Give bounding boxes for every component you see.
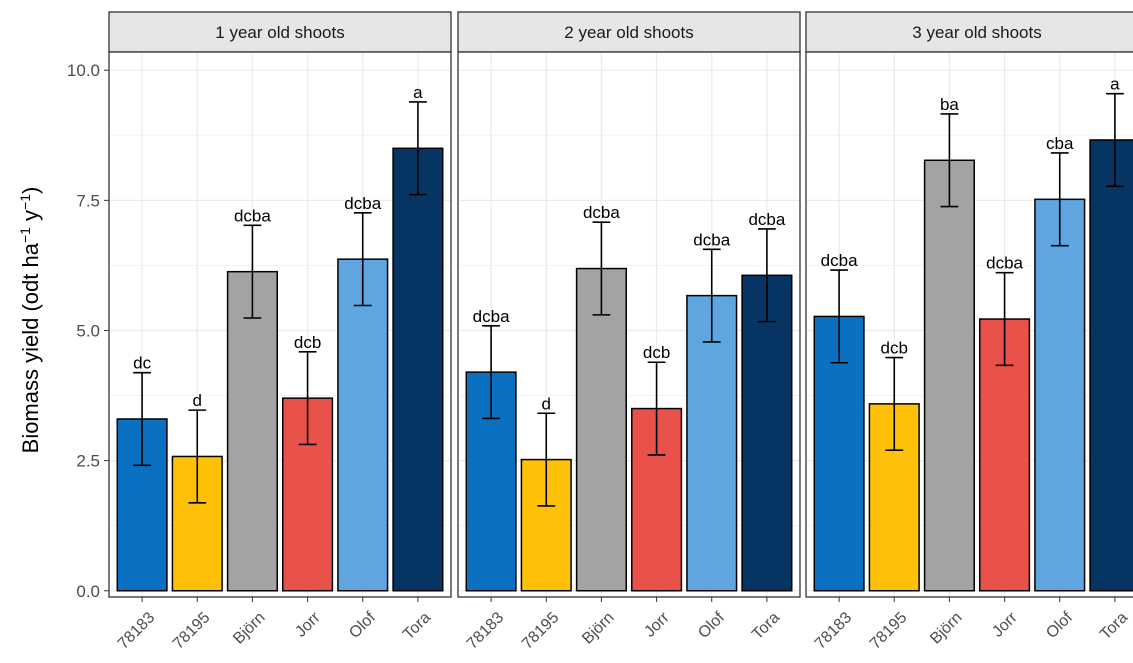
panel-border xyxy=(108,51,452,598)
x-tick-label: Olof xyxy=(1043,609,1076,642)
significance-letter: dcba xyxy=(748,210,785,229)
x-tick-label: 78183 xyxy=(115,609,159,653)
panel-border xyxy=(805,51,1133,598)
y-tick-label: 10.0 xyxy=(67,61,100,80)
significance-letter: d xyxy=(542,394,551,413)
x-tick-label: Olof xyxy=(346,609,379,642)
bar-Björn xyxy=(923,159,975,592)
y-tick-label: 7.5 xyxy=(76,191,100,210)
x-tick-label: Jorr xyxy=(292,609,324,641)
x-tick-label: Björn xyxy=(579,609,617,647)
significance-letter: dcb xyxy=(881,339,908,358)
significance-letter: a xyxy=(413,83,423,102)
facet-title: 2 year old shoots xyxy=(564,23,693,42)
bar-Olof xyxy=(686,294,738,592)
significance-letter: d xyxy=(193,391,202,410)
significance-letter: a xyxy=(1110,75,1120,94)
significance-letter: dcba xyxy=(821,251,858,270)
y-tick-label: 0.0 xyxy=(76,582,100,601)
x-tick-label: Tora xyxy=(400,609,434,643)
bar-Tora xyxy=(392,147,444,592)
bar-Björn xyxy=(226,270,278,592)
facet-panel: 2 year old shoots dcba d dcba dcb dcba dcba 781… xyxy=(457,11,801,653)
significance-letter: dcba xyxy=(473,307,510,326)
y-axis-title: Biomass yield (odt ha−1 y−1) xyxy=(17,187,43,454)
significance-letter: dcb xyxy=(643,343,670,362)
bar-78195 xyxy=(868,403,920,592)
bar-Tora xyxy=(741,274,793,592)
x-tick-label: Olof xyxy=(695,609,728,642)
x-tick-label: 78195 xyxy=(170,609,214,653)
significance-letter: ba xyxy=(940,95,959,114)
x-tick-label: Tora xyxy=(749,609,783,643)
x-tick-label: Tora xyxy=(1097,609,1131,643)
facet-panel: 3 year old shoots dcba dcb ba dcba cba a 78183 7… xyxy=(805,11,1133,653)
plot-layer: 0.02.55.07.510.01 year old shootsdcddcba… xyxy=(67,11,1133,653)
significance-letter: dcba xyxy=(986,254,1023,273)
significance-letter: dcba xyxy=(583,203,620,222)
x-tick-label: 78183 xyxy=(812,609,856,653)
y-tick-label: 2.5 xyxy=(76,452,100,471)
significance-letter: dcb xyxy=(294,333,321,352)
x-tick-label: Jorr xyxy=(989,609,1021,641)
bar-Olof xyxy=(337,258,389,592)
bar-Björn xyxy=(575,267,627,592)
facet-strip xyxy=(457,11,801,53)
significance-letter: cba xyxy=(1046,134,1074,153)
panel-border xyxy=(457,51,801,598)
significance-letter: dcba xyxy=(344,194,381,213)
x-tick-label: 78195 xyxy=(867,609,911,653)
facet-title: 3 year old shoots xyxy=(912,23,1041,42)
facet-strip xyxy=(805,11,1133,53)
significance-letter: dcba xyxy=(234,206,271,225)
y-tick-label: 5.0 xyxy=(76,321,100,340)
x-tick-label: Björn xyxy=(230,609,268,647)
x-tick-label: 78195 xyxy=(519,609,563,653)
facet-strip xyxy=(108,11,452,53)
x-tick-label: 78183 xyxy=(464,609,508,653)
significance-letter: dc xyxy=(133,354,151,373)
x-tick-label: Jorr xyxy=(641,609,673,641)
facet-panel: 1 year old shoots dc d dcba dcb dcba a 78183 781… xyxy=(108,11,452,653)
x-tick-label: Björn xyxy=(927,609,965,647)
bar-78195 xyxy=(171,455,223,592)
significance-letter: dcba xyxy=(693,230,730,249)
facet-title: 1 year old shoots xyxy=(215,23,344,42)
bar-Olof xyxy=(1034,198,1086,592)
bar-Tora xyxy=(1089,139,1133,592)
